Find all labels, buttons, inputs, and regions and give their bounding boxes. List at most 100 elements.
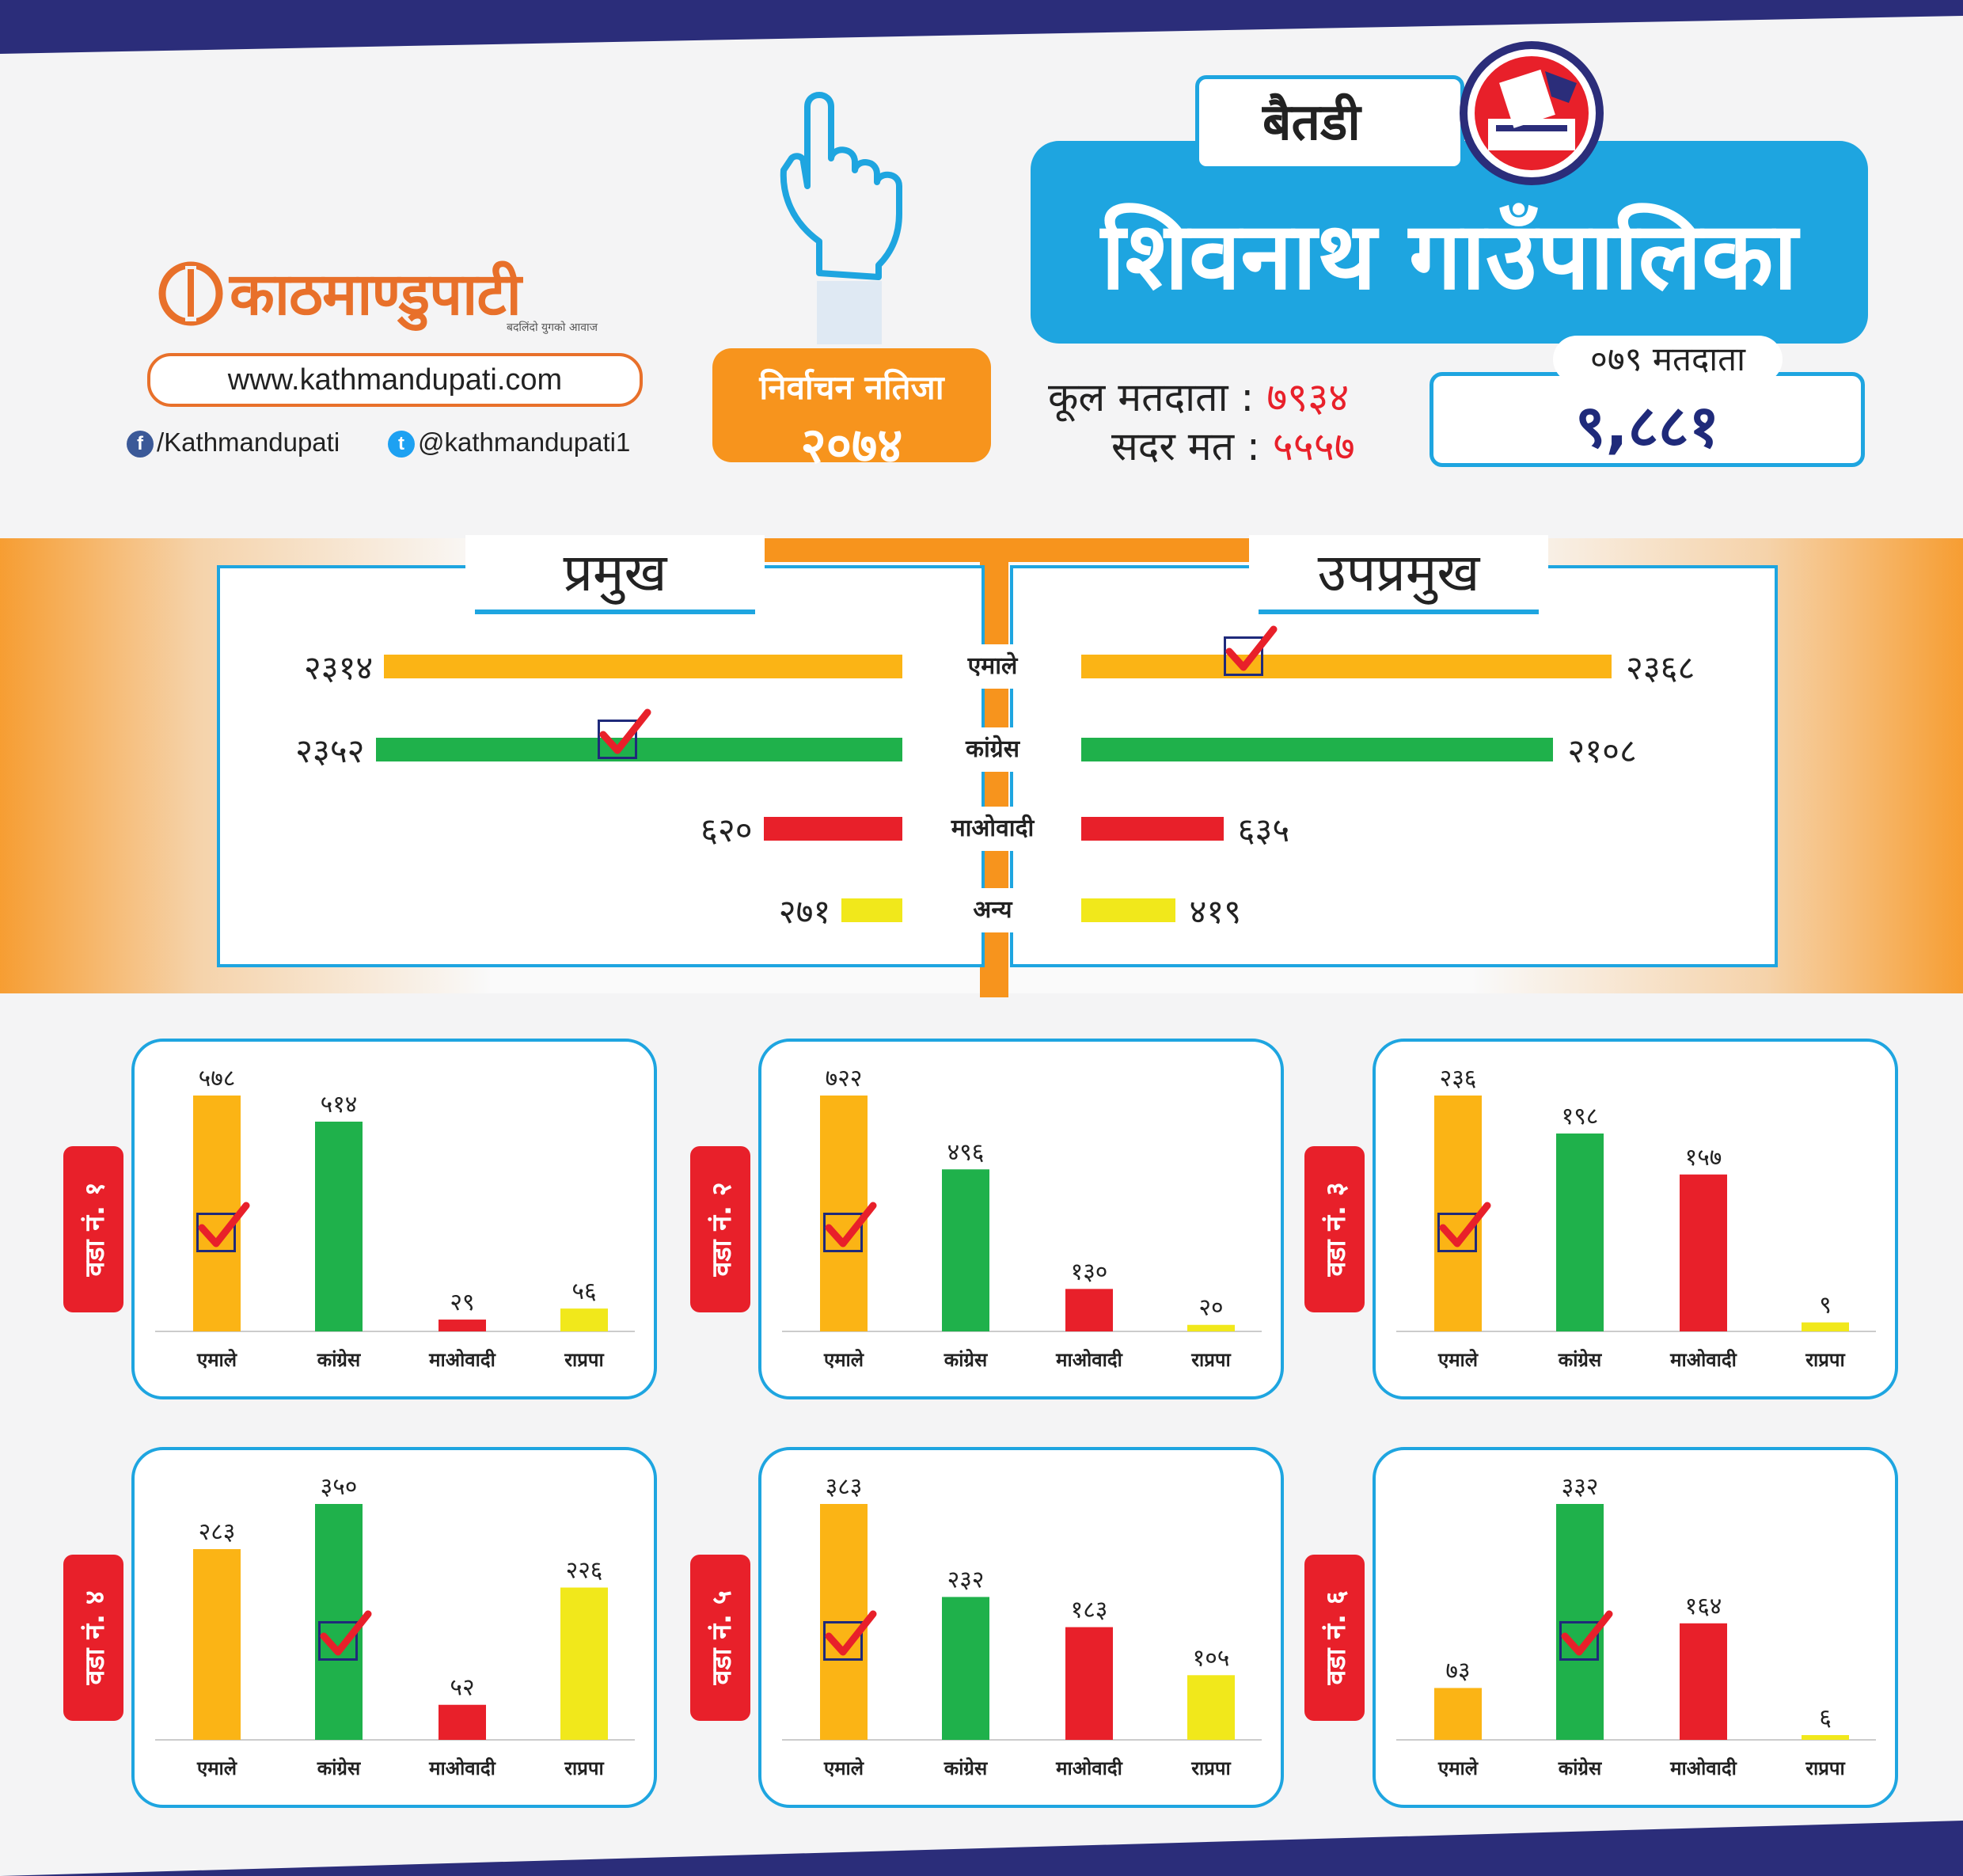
deputy-bar — [1081, 655, 1612, 678]
ward-title: वडा नं. १ — [79, 1182, 111, 1277]
ward-value-label: ४९६ — [947, 1138, 985, 1166]
total-voters-value: ७९३४ — [1266, 374, 1350, 420]
mayor-value-label: २७१ — [778, 892, 831, 931]
ward-category-label: कांग्रेस — [944, 1757, 988, 1779]
website-link[interactable]: www.kathmandupati.com — [147, 353, 643, 407]
party-label: माओवादी — [937, 807, 1048, 851]
mayor-bar — [763, 817, 902, 841]
total-voters-label: कूल मतदाता : — [1048, 374, 1255, 420]
ward-card: ३८३ एमाले २३२ कांग्रेस १८३ माओवादी १०५ राप्रपा — [758, 1447, 1284, 1808]
deputy-value-label: २३६८ — [1626, 648, 1695, 687]
ward-bar-chart: ७३ एमाले ३३२ कांग्रेस १६४ माओवादी ६ राप्रपा — [1396, 1473, 1876, 1779]
ward-value-label: ५६ — [571, 1278, 596, 1305]
ward-value-label: १३० — [1071, 1258, 1108, 1285]
ward-category-label: कांग्रेस — [317, 1757, 361, 1779]
ward-card: २८३ एमाले ३५० कांग्रेस ५२ माओवादी २२६ राप्रपा — [131, 1447, 657, 1808]
ward-winner-check-icon — [1559, 1610, 1613, 1661]
ward-value-label: २० — [1198, 1294, 1223, 1322]
badge-line1: निर्वाचन नतिजा — [759, 368, 944, 407]
ward-tab: वडा नं. ४ — [63, 1555, 123, 1721]
ward-category-label: कांग्रेस — [317, 1349, 361, 1371]
ward-value-label: ९ — [1819, 1292, 1832, 1320]
ward-bar-chart: ५७८ एमाले ५१४ कांग्रेस २९ माओवादी ५६ राप्रपा — [155, 1065, 635, 1371]
ward-bar — [1680, 1174, 1727, 1331]
ward-title: वडा नं. ५ — [706, 1590, 738, 1685]
twitter-link[interactable]: t @kathmandupati1 — [388, 427, 630, 458]
ward-category-label: माओवादी — [428, 1757, 495, 1779]
ward-value-label: २३२ — [947, 1566, 985, 1593]
ward-bar — [193, 1549, 241, 1740]
ward-value-label: १०५ — [1193, 1644, 1230, 1672]
ward-category-label: माओवादी — [1669, 1757, 1737, 1779]
deputy-bar — [1081, 817, 1224, 841]
valid-votes-value: ५५५७ — [1272, 423, 1355, 469]
ward-category-label: कांग्रेस — [1558, 1349, 1602, 1371]
ward-title: वडा नं. ३ — [1320, 1182, 1352, 1277]
ward-card: ५७८ एमाले ५१४ कांग्रेस २९ माओवादी ५६ राप्रपा — [131, 1039, 657, 1399]
ward-title: वडा नं. २ — [706, 1182, 738, 1277]
deputy-value-label: २१०८ — [1567, 731, 1637, 770]
ward-title: वडा नं. ६ — [1320, 1590, 1352, 1685]
voting-finger-icon — [780, 92, 902, 344]
badge-year: २०७४ — [800, 416, 903, 474]
ward-value-label: २२६ — [566, 1557, 603, 1585]
mayor-heading: प्रमुख — [465, 535, 765, 614]
facebook-icon: f — [127, 431, 154, 458]
ward-value-label: ५२ — [450, 1674, 474, 1702]
deputy-heading-text: उपप्रमुख — [1317, 542, 1480, 603]
district-name: बैतडी — [1195, 75, 1464, 170]
municipality-title: शिवनाथ गाउँपालिका — [1031, 141, 1868, 344]
ward-bar — [1065, 1627, 1113, 1740]
party-label: अन्य — [937, 888, 1048, 932]
mayor-bar — [375, 738, 902, 761]
ward-bar — [1434, 1688, 1482, 1740]
ward-value-label: २९ — [450, 1289, 474, 1316]
facebook-handle: /Kathmandupati — [157, 427, 340, 457]
ward-card: ७२२ एमाले ४९६ कांग्रेस १३० माओवादी २० राप्रपा — [758, 1039, 1284, 1399]
ward-bar-chart: २८३ एमाले ३५० कांग्रेस ५२ माओवादी २२६ राप्रपा — [155, 1473, 635, 1779]
mayor-bar — [841, 898, 902, 922]
ward-bar — [1802, 1735, 1849, 1740]
twitter-icon: t — [388, 431, 415, 458]
ward-value-label: २८३ — [199, 1518, 236, 1546]
ward-value-label: २३६ — [1440, 1065, 1477, 1092]
ward-value-label: ५७८ — [199, 1065, 236, 1092]
ward-category-label: एमाले — [196, 1757, 238, 1779]
ward-value-label: ७३ — [1445, 1657, 1470, 1684]
ward-value-label: ३८३ — [826, 1473, 863, 1501]
ward-tab: वडा नं. ३ — [1304, 1146, 1365, 1312]
ward-category-label: एमाले — [196, 1349, 238, 1371]
logo-text: काठमाण्डुपाटी — [230, 260, 522, 328]
mayor-heading-text: प्रमुख — [563, 542, 667, 603]
party-label: कांग्रेस — [937, 727, 1048, 772]
mayor-bar — [384, 655, 902, 678]
ward-bar — [1680, 1623, 1727, 1740]
logo-tagline: बदलिंदो युगको आवाज — [507, 321, 598, 334]
ward-category-label: माओवादी — [1669, 1349, 1737, 1371]
facebook-link[interactable]: f/Kathmandupati — [127, 427, 340, 458]
deputy-bar — [1081, 898, 1175, 922]
ward-category-label: राप्रपा — [1190, 1757, 1231, 1779]
ward-category-label: माओवादी — [1055, 1349, 1122, 1371]
ward-category-label: कांग्रेस — [944, 1349, 988, 1371]
logo-icon — [158, 261, 223, 326]
ward-tab: वडा नं. २ — [690, 1146, 750, 1312]
ward-category-label: एमाले — [1437, 1757, 1479, 1779]
ward-bar-chart: २३६ एमाले १९८ कांग्रेस १५७ माओवादी ९ राप्रपा — [1396, 1065, 1876, 1371]
ward-value-label: ३३२ — [1562, 1473, 1599, 1501]
ward-bar — [1187, 1675, 1235, 1740]
ward-category-label: राप्रपा — [1805, 1349, 1845, 1371]
ward-winner-check-icon — [318, 1610, 372, 1661]
ward-value-label: १८३ — [1071, 1597, 1108, 1624]
ward-category-label: एमाले — [1437, 1349, 1479, 1371]
mayor-value-label: २३१४ — [303, 648, 374, 687]
ward-value-label: १९८ — [1562, 1103, 1599, 1130]
ward-card: २३६ एमाले १९८ कांग्रेस १५७ माओवादी ९ राप्रपा — [1373, 1039, 1898, 1399]
ward-category-label: एमाले — [823, 1349, 865, 1371]
ward-winner-check-icon — [1437, 1202, 1491, 1252]
ward-value-label: ६ — [1819, 1704, 1832, 1732]
ward-bar — [1802, 1322, 1849, 1331]
ward-bar — [942, 1597, 989, 1740]
deputy-value-label: ४१९ — [1189, 892, 1242, 931]
